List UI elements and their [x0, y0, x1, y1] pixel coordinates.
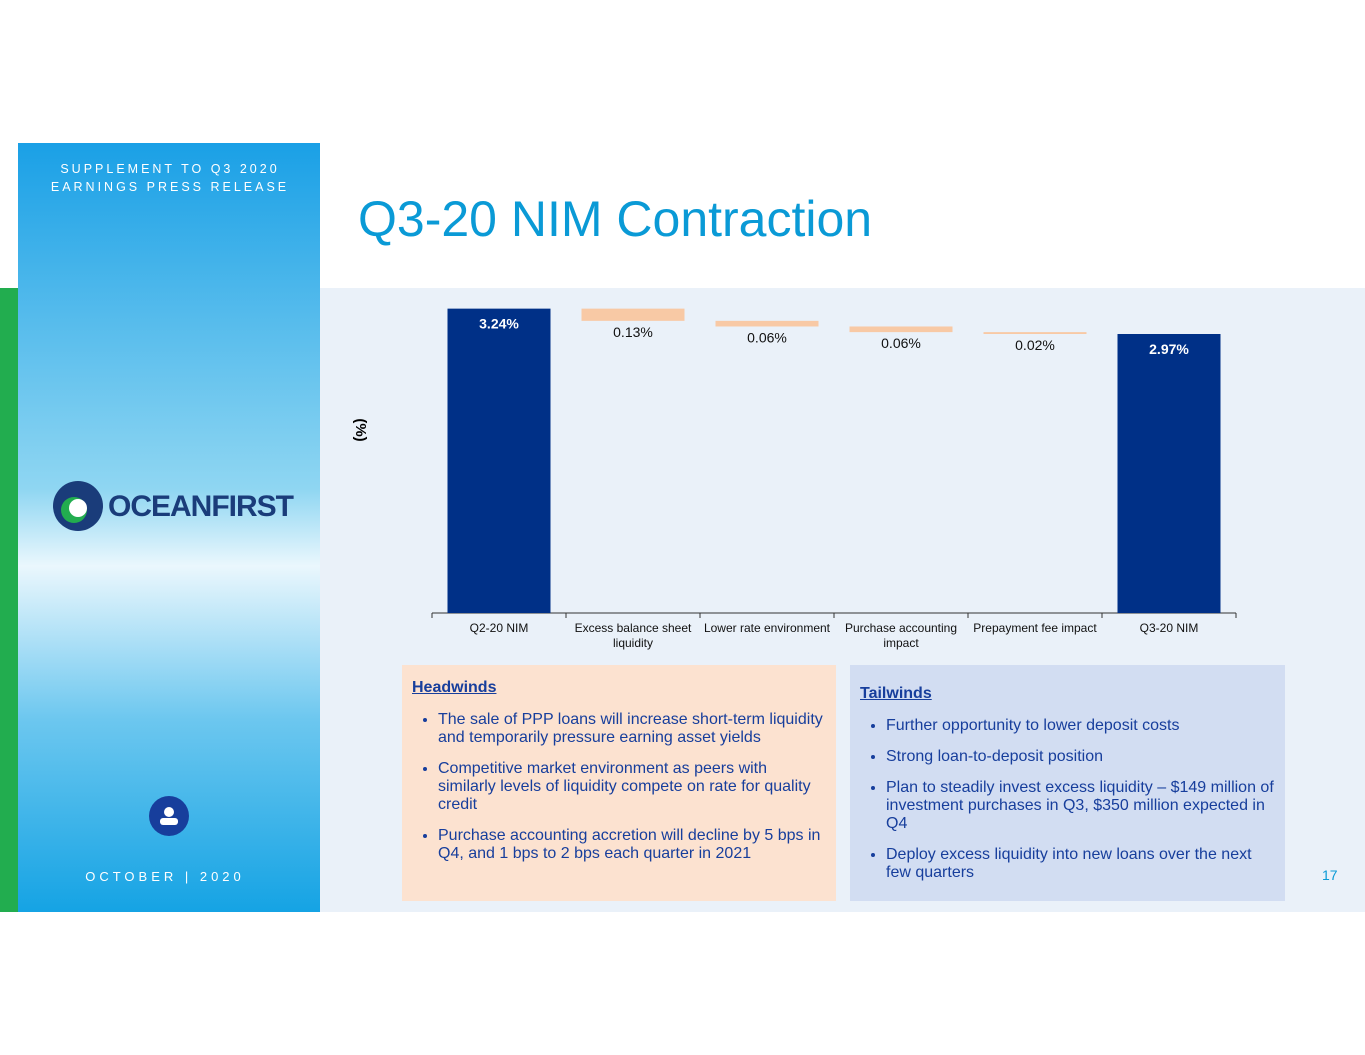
- value-label: 0.06%: [881, 335, 921, 351]
- bullet: Strong loan-to-deposit position: [886, 748, 1275, 766]
- bullet: Further opportunity to lower deposit cos…: [886, 717, 1275, 735]
- bullet: Deploy excess liquidity into new loans o…: [886, 846, 1275, 882]
- bar: [983, 332, 1087, 334]
- bullet: Plan to steadily invest excess liquidity…: [886, 779, 1275, 833]
- x-tick-label: Purchase accounting impact: [844, 621, 958, 650]
- tailwinds-box: Tailwinds Further opportunity to lower d…: [850, 665, 1285, 901]
- x-tick-label: Q2-20 NIM: [469, 621, 529, 635]
- value-label: 2.97%: [1149, 341, 1189, 357]
- value-label: 0.02%: [1015, 337, 1055, 353]
- logo-icon: [53, 481, 103, 531]
- date: OCTOBER | 2020: [85, 869, 245, 884]
- x-tick-label: Q3-20 NIM: [1139, 621, 1199, 635]
- bullet: Purchase accounting accretion will decli…: [438, 827, 826, 863]
- value-label: 3.24%: [479, 316, 519, 332]
- tailwinds-title: Tailwinds: [860, 685, 932, 702]
- page-number: 17: [1322, 867, 1338, 883]
- bar: [715, 320, 819, 327]
- headwinds-list: The sale of PPP loans will increase shor…: [412, 711, 826, 863]
- bar: [1117, 334, 1221, 613]
- x-tick-label: Prepayment fee impact: [973, 621, 1097, 635]
- chart: (%) 3.24% 0.13% 0.06% 0.06% 0.02% 2.97%: [352, 308, 1237, 618]
- bar: [581, 308, 685, 321]
- people-icon: [149, 796, 189, 836]
- bar: [447, 308, 551, 613]
- headwinds-box: Headwinds The sale of PPP loans will inc…: [402, 665, 836, 901]
- bullet: Competitive market environment as peers …: [438, 760, 826, 814]
- slide-title: Q3-20 NIM Contraction: [358, 191, 873, 247]
- x-tick-label: Lower rate environment: [703, 621, 831, 635]
- y-axis-label: (%): [352, 418, 369, 441]
- bar: [849, 326, 953, 333]
- supplement: SUPPLEMENT TO Q3 2020 EARNINGS PRESS REL…: [50, 162, 290, 194]
- bullet: The sale of PPP loans will increase shor…: [438, 711, 826, 747]
- value-label: 0.13%: [613, 324, 653, 340]
- tailwinds-list: Further opportunity to lower deposit cos…: [860, 717, 1275, 882]
- headwinds-title: Headwinds: [412, 679, 497, 696]
- value-label: 0.06%: [747, 329, 787, 345]
- green-strip: [0, 288, 18, 912]
- logo: OCEANFIRST: [108, 490, 294, 523]
- x-tick-label: Excess balance sheet liquidity: [574, 621, 692, 650]
